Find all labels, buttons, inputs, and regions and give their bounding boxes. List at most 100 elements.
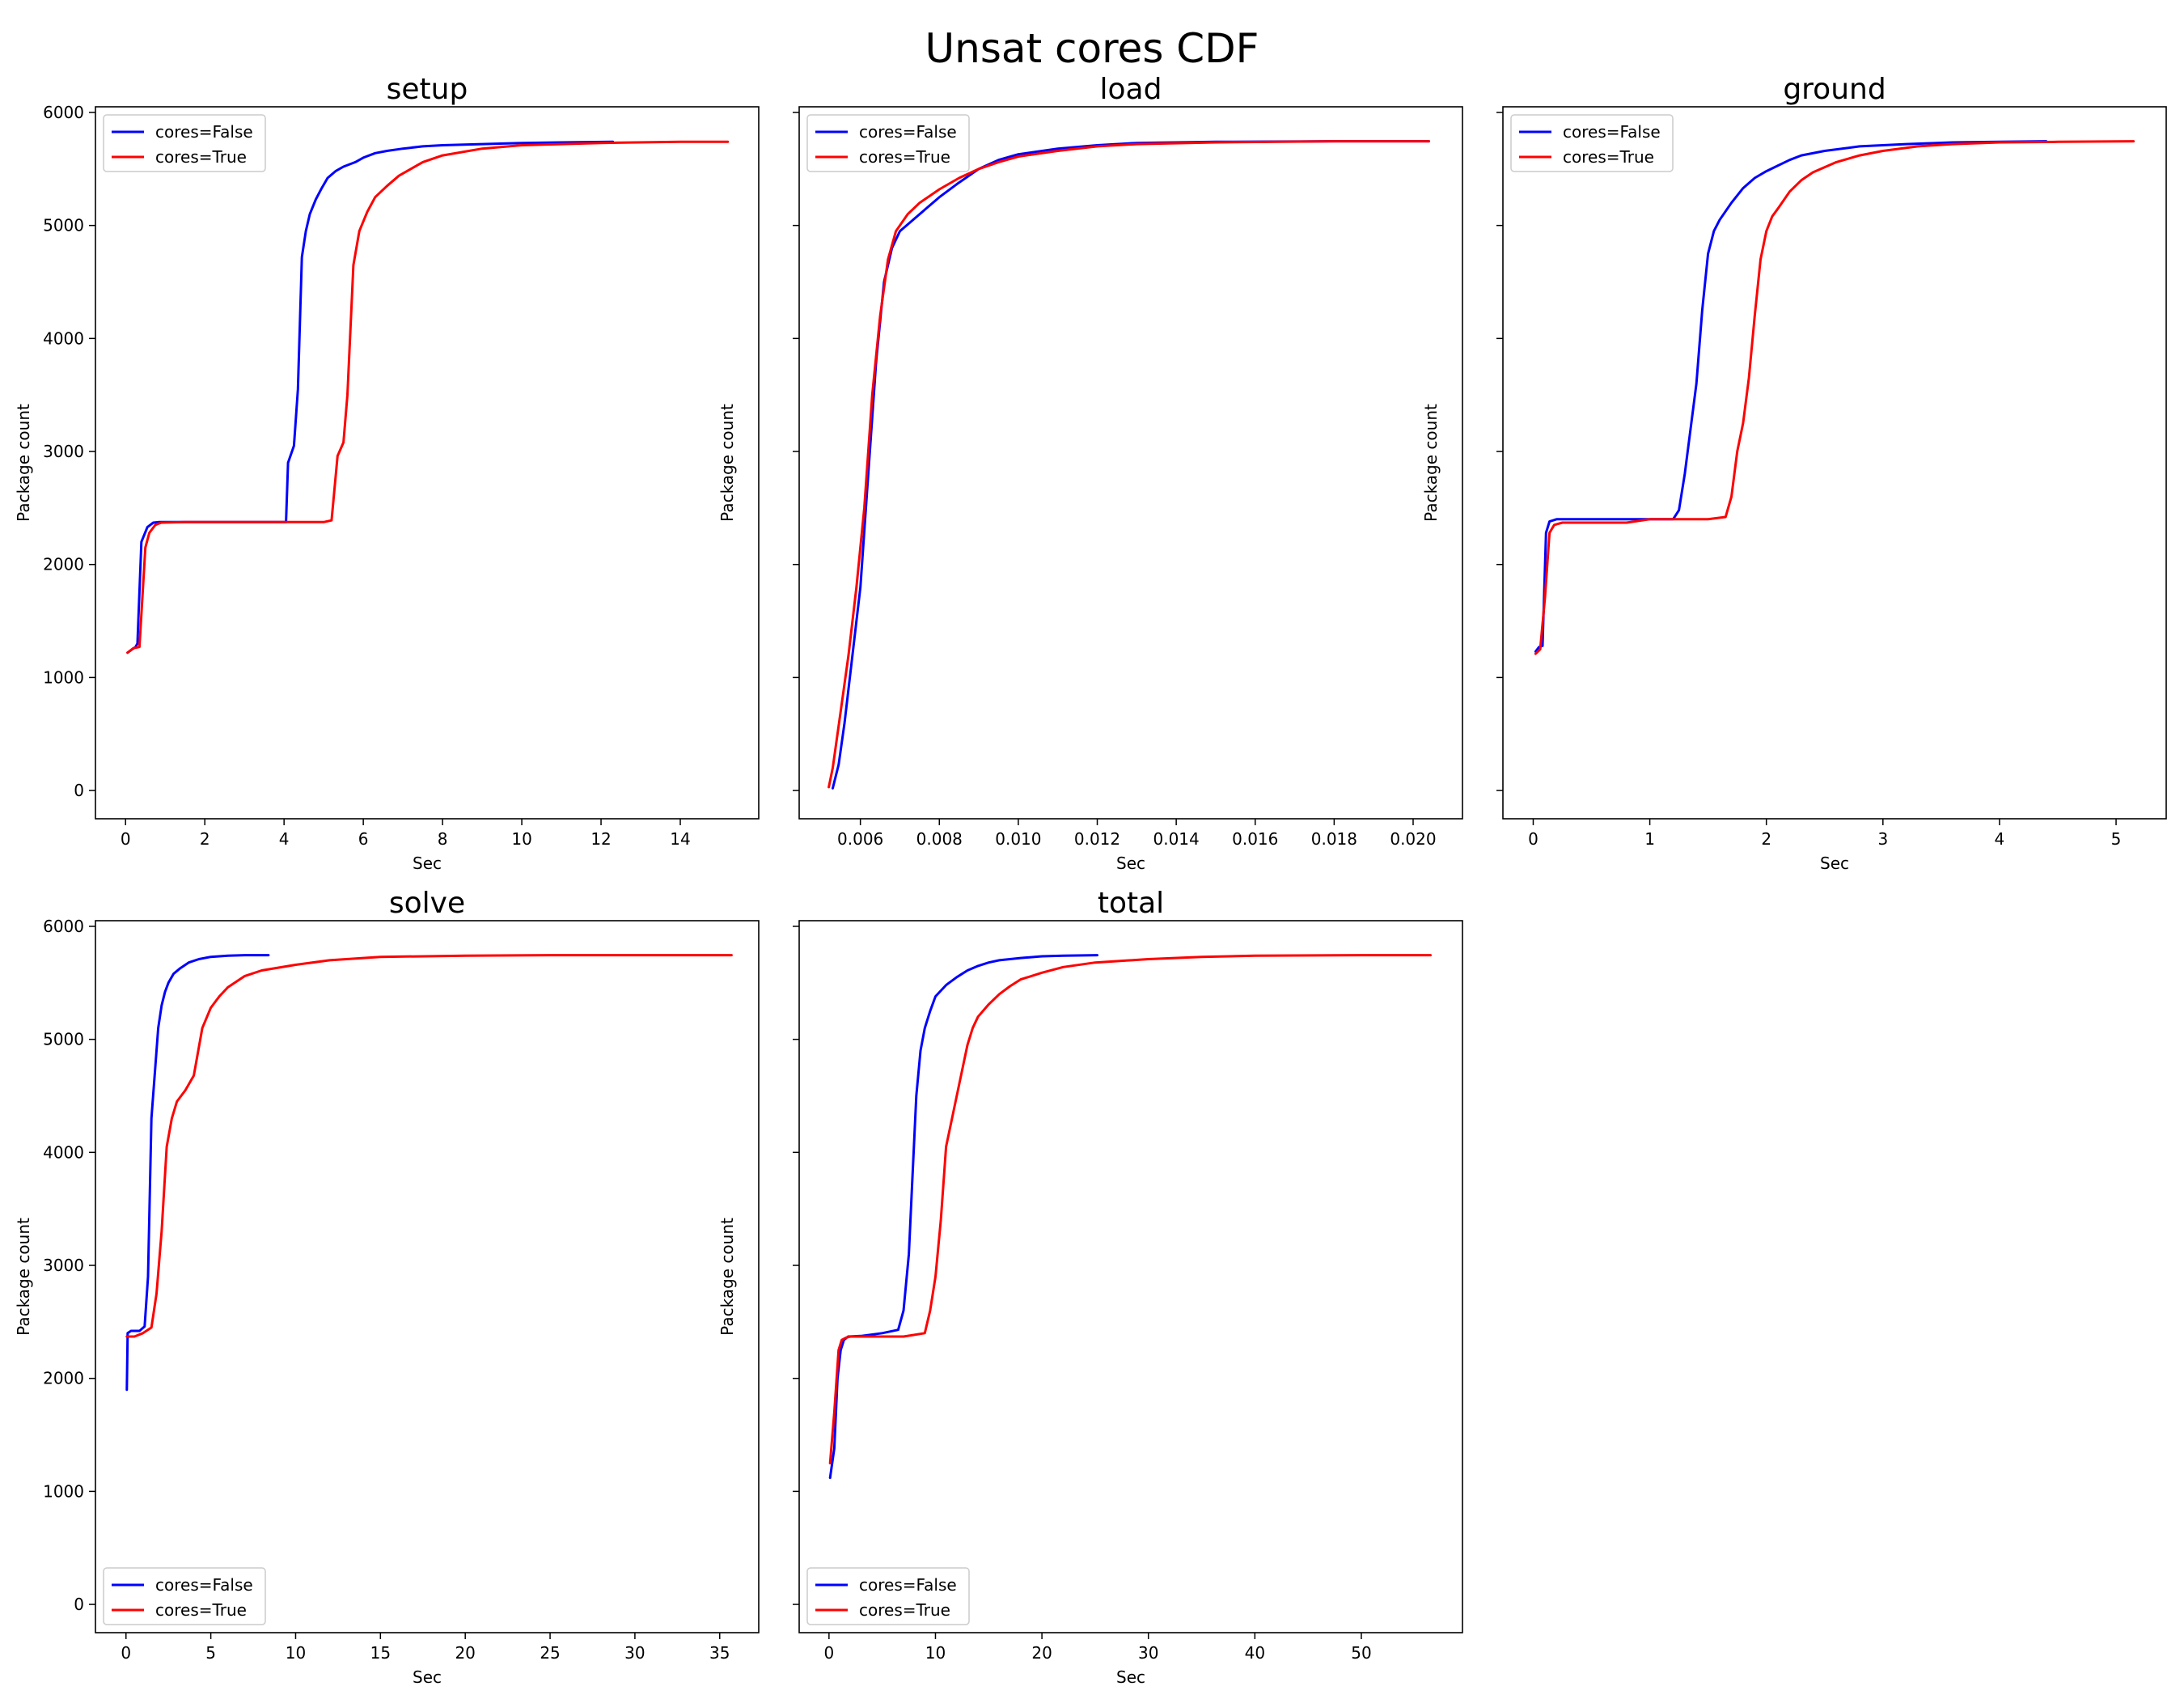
series-line-cores-false bbox=[832, 140, 1430, 790]
subplot-total: 0 10 20 30 40 50 total Sec Package count cores=Fa… bbox=[717, 887, 1463, 1687]
legend: cores=False cores=True bbox=[103, 114, 266, 172]
x-tick-label: 6 bbox=[358, 829, 369, 849]
x-tick-label: 0.014 bbox=[1153, 829, 1199, 849]
y-axis-label: Package count bbox=[717, 404, 737, 522]
legend-label-cores-false: cores=False bbox=[859, 1575, 957, 1595]
x-axis-label: Sec bbox=[413, 854, 442, 873]
subplots: 0 2 4 6 8 10 12 140100020003000400050006000setu… bbox=[14, 73, 2167, 1687]
series-line-cores-true bbox=[126, 140, 730, 655]
x-tick-label: 25 bbox=[540, 1643, 560, 1663]
x-tick-label: 0.010 bbox=[995, 829, 1041, 849]
y-tick-label: 4000 bbox=[43, 328, 84, 348]
axes-frame bbox=[95, 106, 760, 820]
x-tick-label: 2 bbox=[1761, 829, 1771, 849]
x-tick-label: 12 bbox=[590, 829, 611, 849]
y-axis-label: Package count bbox=[717, 1218, 737, 1336]
y-axis-label: Package count bbox=[14, 404, 33, 522]
legend-label-cores-true: cores=True bbox=[155, 147, 247, 167]
x-tick-label: 4 bbox=[1995, 829, 2005, 849]
x-tick-label: 0 bbox=[1528, 829, 1539, 849]
y-tick-label: 3000 bbox=[43, 1256, 84, 1275]
legend: cores=False cores=True bbox=[806, 114, 970, 172]
x-tick-label: 50 bbox=[1351, 1643, 1371, 1663]
y-tick-label: 0 bbox=[74, 781, 84, 800]
series-line-cores-false bbox=[828, 954, 1098, 1480]
x-tick-label: 10 bbox=[511, 829, 531, 849]
x-tick-label: 20 bbox=[1031, 1643, 1052, 1663]
x-tick-label: 30 bbox=[624, 1643, 645, 1663]
x-tick-label: 0.016 bbox=[1232, 829, 1278, 849]
legend-label-cores-true: cores=True bbox=[155, 1600, 247, 1620]
y-tick-label: 2000 bbox=[43, 555, 84, 574]
y-tick-label: 6000 bbox=[43, 917, 84, 936]
x-tick-label: 2 bbox=[200, 829, 210, 849]
y-tick-label: 5000 bbox=[43, 216, 84, 235]
x-axis-label: Sec bbox=[1820, 854, 1849, 873]
x-tick-label: 20 bbox=[455, 1643, 475, 1663]
series-line-cores-false bbox=[126, 140, 615, 655]
x-tick-label: 14 bbox=[670, 829, 690, 849]
axes-frame bbox=[1502, 106, 2167, 820]
series-line-cores-true bbox=[827, 140, 1430, 789]
x-tick-label: 0 bbox=[823, 1643, 834, 1663]
legend-label-cores-false: cores=False bbox=[859, 122, 957, 142]
y-tick-label: 1000 bbox=[43, 667, 84, 687]
legend: cores=False cores=True bbox=[103, 1567, 266, 1625]
x-axis-label: Sec bbox=[1116, 1667, 1145, 1687]
x-tick-label: 10 bbox=[286, 1643, 306, 1663]
x-tick-label: 35 bbox=[709, 1643, 730, 1663]
subplot-title: solve bbox=[389, 887, 465, 920]
axes-frame bbox=[798, 106, 1463, 820]
x-tick-label: 0.020 bbox=[1390, 829, 1436, 849]
subplot-title: total bbox=[1098, 887, 1164, 920]
legend: cores=False cores=True bbox=[1510, 114, 1674, 172]
subplot-load: 0.006 0.008 0.010 0.012 0.014 0.016 0.018 0.020… bbox=[717, 73, 1463, 873]
series-line-cores-true bbox=[1534, 140, 2135, 655]
x-tick-label: 8 bbox=[438, 829, 448, 849]
y-tick-label: 1000 bbox=[43, 1481, 84, 1501]
subplot-setup: 0 2 4 6 8 10 12 14 0 1000 2000 3000 4000 5000 6000 setu… bbox=[14, 73, 760, 873]
x-tick-label: 5 bbox=[205, 1643, 216, 1663]
y-tick-label: 5000 bbox=[43, 1030, 84, 1049]
series-line-cores-true bbox=[828, 954, 1432, 1464]
x-tick-label: 3 bbox=[1877, 829, 1888, 849]
x-tick-label: 40 bbox=[1245, 1643, 1265, 1663]
x-tick-label: 0.006 bbox=[837, 829, 883, 849]
subplot-title: ground bbox=[1783, 73, 1886, 106]
legend-label-cores-true: cores=True bbox=[859, 147, 950, 167]
x-tick-label: 5 bbox=[2111, 829, 2122, 849]
axes-frame bbox=[798, 920, 1463, 1633]
x-tick-label: 0.012 bbox=[1074, 829, 1120, 849]
x-axis-label: Sec bbox=[413, 1667, 442, 1687]
series-line-cores-false bbox=[125, 954, 270, 1392]
x-tick-label: 0 bbox=[121, 829, 131, 849]
legend-label-cores-false: cores=False bbox=[155, 1575, 253, 1595]
y-tick-label: 2000 bbox=[43, 1369, 84, 1388]
axes-frame bbox=[95, 920, 760, 1633]
legend-label-cores-false: cores=False bbox=[1563, 122, 1661, 142]
legend-label-cores-true: cores=True bbox=[1563, 147, 1654, 167]
x-tick-label: 4 bbox=[279, 829, 290, 849]
x-tick-label: 0 bbox=[121, 1643, 131, 1663]
y-tick-label: 6000 bbox=[43, 103, 84, 122]
y-axis-label: Package count bbox=[14, 1218, 33, 1336]
y-tick-label: 0 bbox=[74, 1595, 84, 1614]
x-tick-label: 0.008 bbox=[916, 829, 963, 849]
subplot-title: load bbox=[1100, 73, 1162, 106]
x-tick-label: 30 bbox=[1138, 1643, 1158, 1663]
series-line-cores-true bbox=[125, 954, 733, 1338]
x-axis-label: Sec bbox=[1116, 854, 1145, 873]
subplot-solve: 0 5 10 15 20 25 30 35 0 1000 2000 3000 4000 5000 6000 s… bbox=[14, 887, 760, 1687]
subplot-title: setup bbox=[387, 73, 468, 106]
x-tick-label: 10 bbox=[925, 1643, 946, 1663]
legend: cores=False cores=True bbox=[806, 1567, 970, 1625]
figure-title: Unsat cores CDF bbox=[925, 25, 1259, 72]
x-tick-label: 1 bbox=[1644, 829, 1655, 849]
y-tick-label: 3000 bbox=[43, 442, 84, 461]
legend-label-cores-false: cores=False bbox=[155, 122, 253, 142]
y-tick-label: 4000 bbox=[43, 1142, 84, 1162]
legend-label-cores-true: cores=True bbox=[859, 1600, 950, 1620]
x-tick-label: 15 bbox=[370, 1643, 391, 1663]
